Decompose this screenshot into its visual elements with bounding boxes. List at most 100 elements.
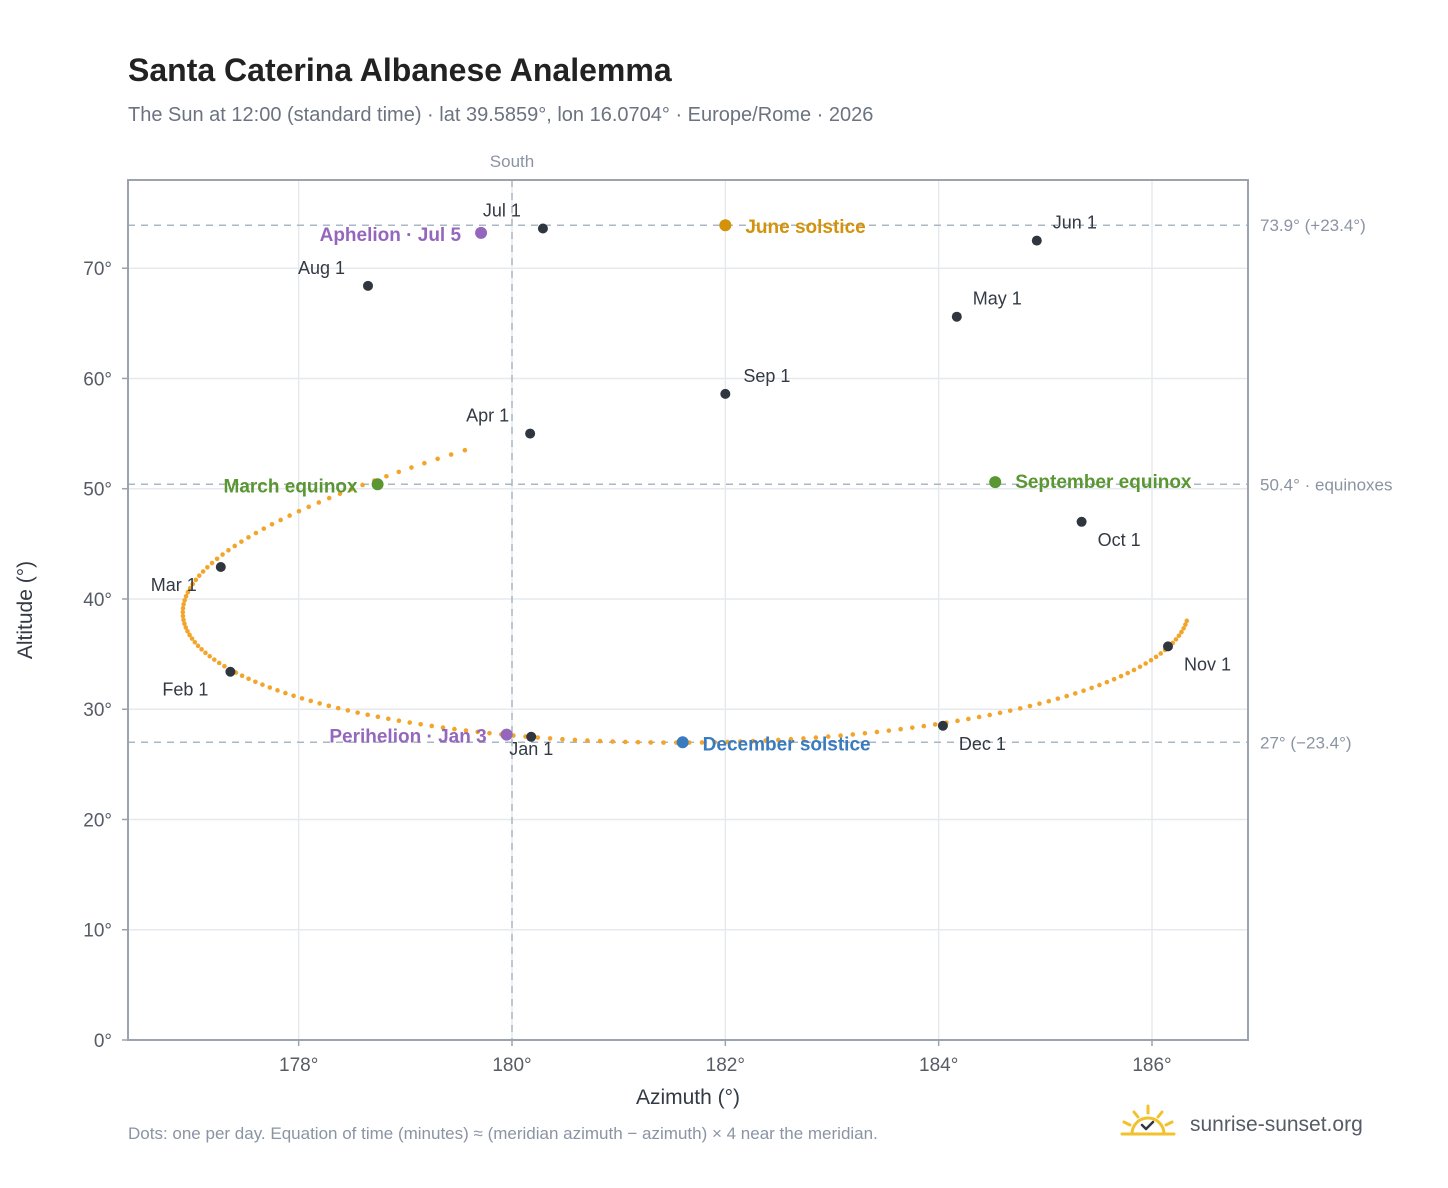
analemma-day-dot [1027,703,1033,709]
analemma-day-dot [407,720,412,725]
analemma-day-dot [452,726,457,732]
analemma-day-dot [239,539,244,544]
event-label: September equinox [1015,472,1192,493]
analemma-day-dot [181,617,186,623]
x-axis-label: Azimuth (°) [636,1086,740,1109]
analemma-day-dot [750,738,756,744]
plot-area [128,180,1248,1040]
analemma-day-dot [712,739,718,745]
analemma-day-dot [365,712,370,718]
analemma-day-dot [180,605,186,611]
brand-name[interactable]: sunrise-sunset.org [1190,1113,1363,1136]
analemma-day-dot [182,597,187,603]
analemma-day-dot [187,632,192,638]
analemma-day-dot [487,730,492,736]
south-label: South [490,152,534,171]
brand-logo[interactable]: sunrise-sunset.org [1120,1104,1410,1144]
footnote: Dots: one per day. Equation of time (min… [128,1124,878,1143]
month-marker [720,388,731,399]
analemma-day-dot [572,737,578,743]
analemma-day-dot [610,739,615,744]
analemma-day-dot [196,573,202,578]
analemma-day-dot [360,482,365,488]
analemma-day-dot [862,730,868,736]
analemma-day-dot [253,530,259,536]
analemma-day-dot [396,469,402,475]
analemma-day-dot [475,729,480,735]
analemma-day-dot [850,732,856,737]
analemma-day-dot [200,569,206,574]
analemma-day-dot [180,609,186,615]
event-marker [500,728,513,741]
event-label: December solstice [703,734,871,755]
month-marker-label: Aug 1 [298,258,345,278]
analemma-day-dot [635,739,641,745]
analemma-day-dot [725,739,730,745]
month-marker [537,223,548,234]
analemma-day-dot [547,736,553,741]
month-marker [1163,641,1173,652]
analemma-day-dot [386,716,391,722]
x-tick-label: 182° [706,1055,745,1076]
analemma-day-dot [535,735,541,740]
month-marker [526,731,537,742]
analemma-day-dot [375,714,381,720]
analemma-day-dot [226,547,231,553]
event-marker [475,226,488,239]
analemma-day-dot [801,736,806,741]
analemma-day-dot [345,708,351,713]
analemma-day-dot [1111,676,1117,682]
month-marker-label: Dec 1 [959,734,1006,754]
event-marker [676,736,689,749]
analemma-day-dot [1017,706,1023,711]
plot-frame [127,179,1249,1041]
analemma-day-dot [203,650,208,656]
analemma-day-dot [384,473,389,479]
y-axis-label: Altitude (°) [14,561,37,659]
analemma-day-dot [199,647,204,652]
analemma-day-dot [246,676,251,682]
analemma-day-dot [997,710,1003,716]
analemma-day-dot [661,740,666,745]
analemma-day-dot [1143,661,1148,666]
analemma-day-dot [1118,673,1124,679]
analemma-day-dot [921,723,927,729]
analemma-day-dot [775,737,781,743]
analemma-day-dot [448,452,454,457]
analemma-day-dot [209,560,215,566]
analemma-day-dot [1046,698,1052,704]
y-tick-label: 40° [83,590,112,611]
x-tick-label: 180° [492,1055,531,1076]
analemma-day-dot [308,698,314,704]
analemma-day-dot [275,688,280,693]
analemma-day-dot [838,733,843,738]
analemma-day-dot [211,657,217,662]
analemma-day-dot [1125,670,1130,676]
analemma-day-dot [335,705,341,711]
analemma-day-dot [1072,691,1078,696]
analemma-day-dot [440,725,446,730]
analemma-day-dot [1131,667,1137,673]
analemma-day-dot [463,728,469,733]
analemma-day-dot [1081,688,1086,693]
analemma-day-dot [214,556,220,562]
analemma-day-dot [1183,622,1188,627]
chart-title: Santa Caterina Albanese Analemma [128,52,672,88]
analemma-day-dot [955,718,960,724]
analemma-day-dot [185,589,191,595]
analemma-day-dot [699,740,705,745]
analemma-day-dot [825,734,831,739]
analemma-day-dot [898,726,903,732]
analemma-day-dot [220,552,225,557]
analemma-day-dot [187,585,193,591]
y-tick-label: 60° [83,369,112,390]
analemma-day-dot [987,712,992,718]
analemma-day-dot [1176,633,1182,639]
y-tick-label: 0° [94,1031,112,1052]
analemma-day-dot [909,725,915,730]
y-tick-label: 50° [83,480,112,501]
event-marker [719,219,732,232]
analemma-day-dot [1148,657,1154,663]
analemma-day-dot [306,504,312,510]
analemma-day-dot [182,621,187,627]
